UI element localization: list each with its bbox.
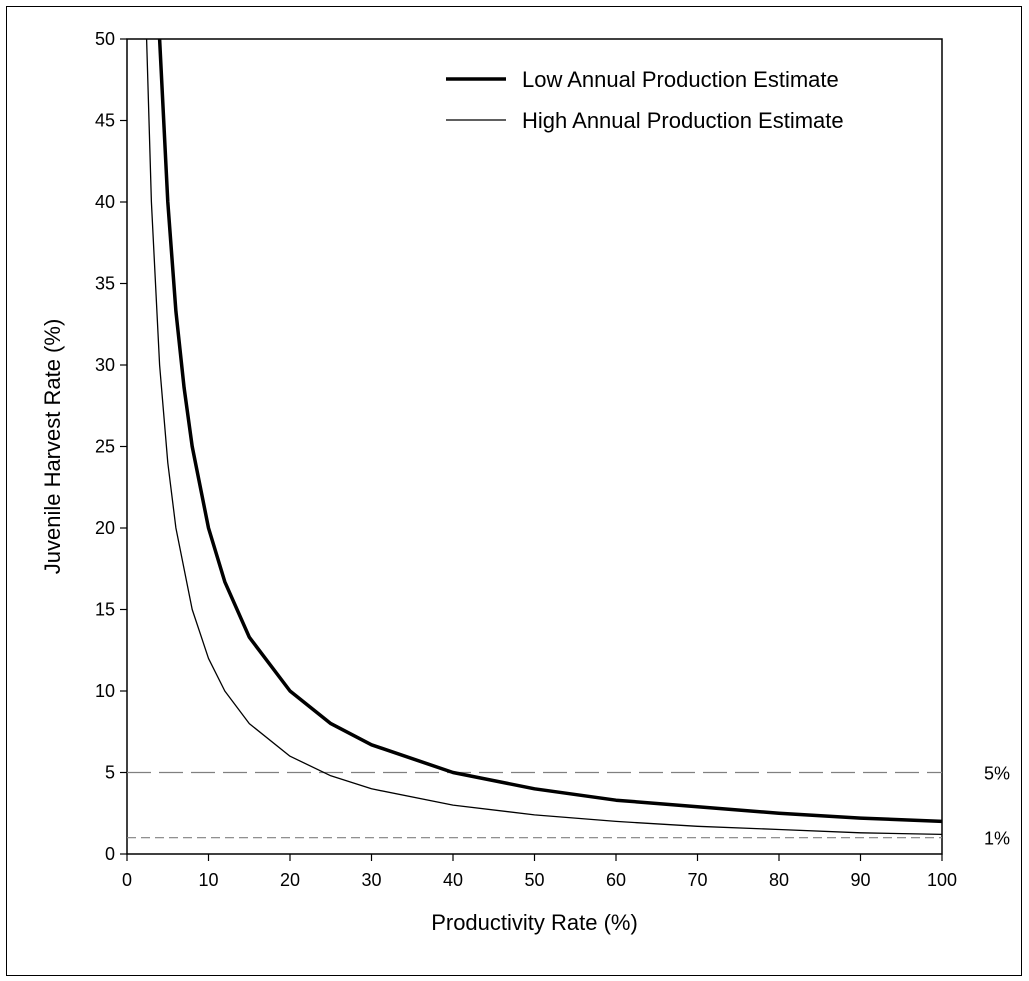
y-tick-label: 25	[95, 437, 115, 457]
y-tick-label: 35	[95, 274, 115, 294]
series-layer	[145, 39, 942, 836]
y-tick-label: 40	[95, 192, 115, 212]
series-line-low	[157, 39, 942, 824]
series-line-high	[145, 39, 942, 836]
legend-label-low: Low Annual Production Estimate	[522, 67, 839, 92]
x-tick-label: 20	[280, 870, 300, 890]
reference-line-label: 5%	[984, 764, 1010, 784]
x-tick-label: 0	[122, 870, 132, 890]
reference-line-label: 1%	[984, 829, 1010, 849]
x-tick-label: 50	[524, 870, 544, 890]
x-axis-title: Productivity Rate (%)	[431, 910, 638, 935]
chart-frame	[6, 6, 1022, 976]
y-tick-label: 50	[95, 29, 115, 49]
y-tick-label: 10	[95, 681, 115, 701]
x-tick-label: 100	[927, 870, 957, 890]
x-tick-label: 40	[443, 870, 463, 890]
x-tick-label: 70	[687, 870, 707, 890]
reference-lines: 5% 1%	[127, 764, 1010, 849]
legend: Low Annual Production Estimate High Annua…	[446, 67, 844, 133]
legend-label-high: High Annual Production Estimate	[522, 108, 844, 133]
plot-frame	[126, 38, 943, 855]
y-axis-title: Juvenile Harvest Rate (%)	[40, 319, 65, 575]
y-tick-label: 15	[95, 600, 115, 620]
x-tick-label: 10	[198, 870, 218, 890]
y-tick-label: 30	[95, 355, 115, 375]
x-tick-label: 60	[606, 870, 626, 890]
x-tick-label: 90	[850, 870, 870, 890]
y-tick-label: 0	[105, 844, 115, 864]
axes: 0 10 20 30 40 50 60 70 80 90 100 0 5 10 15 20 25 30 35 40 45…	[95, 29, 957, 890]
plot-area	[126, 38, 943, 855]
y-tick-label: 45	[95, 111, 115, 131]
y-tick-label: 20	[95, 518, 115, 538]
y-tick-label: 5	[105, 763, 115, 783]
x-tick-label: 30	[361, 870, 381, 890]
x-tick-label: 80	[769, 870, 789, 890]
